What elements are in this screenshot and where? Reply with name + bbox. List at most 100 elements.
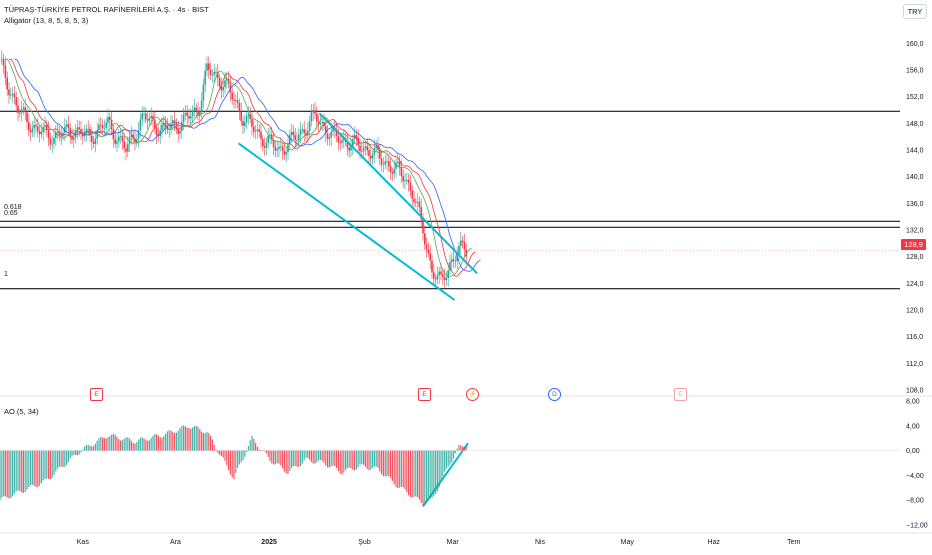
ao-bar	[366, 450, 368, 470]
candle-body	[404, 180, 406, 182]
candle-body	[157, 135, 160, 137]
candle-body	[146, 119, 149, 121]
ao-bar	[233, 450, 235, 480]
symbol-title[interactable]: TÜPRAŞ-TÜRKİYE PETROL RAFİNERİLERİ A.Ş. …	[4, 5, 209, 14]
ao-bar	[127, 437, 129, 451]
candle-body	[424, 233, 426, 245]
ao-bar	[174, 432, 176, 451]
alligator-jaw-line	[14, 58, 481, 272]
candle-body	[163, 122, 165, 125]
ao-bar	[426, 450, 428, 504]
earnings-icon[interactable]: E	[674, 388, 687, 401]
trendlines	[237, 112, 478, 508]
earnings-icon[interactable]: E	[90, 388, 103, 401]
ao-bar	[294, 450, 296, 466]
ao-bar	[39, 450, 41, 486]
candle-body	[152, 115, 154, 120]
ao-bar	[265, 450, 267, 454]
candle-body	[298, 134, 300, 141]
time-tick-label: 2025	[261, 539, 277, 546]
candle-body	[197, 110, 199, 116]
ao-bar	[69, 450, 71, 459]
ao-bar	[283, 450, 285, 472]
candle-body	[407, 179, 410, 183]
candle-body	[362, 147, 365, 152]
ao-bar	[267, 450, 269, 457]
time-tick-label: Şub	[358, 539, 371, 546]
ao-bar	[37, 450, 39, 488]
ao-bar	[346, 450, 348, 469]
candle-body	[290, 131, 293, 135]
candle-body	[361, 151, 363, 152]
alligator-legend[interactable]: Alligator (13, 8, 5, 8, 5, 3)	[4, 16, 89, 25]
candle-body	[240, 111, 242, 122]
ao-bar	[238, 450, 240, 465]
candle-body	[125, 148, 127, 152]
ao-bar	[271, 450, 273, 464]
grid	[0, 395, 932, 534]
ao-tick-label: 8,00	[906, 398, 920, 405]
candle-body	[411, 190, 413, 199]
ao-bar	[150, 438, 152, 451]
ao-bar	[357, 450, 359, 468]
ao-bar	[330, 450, 332, 467]
candle-body	[440, 271, 442, 275]
candle-body	[281, 146, 284, 151]
candle-body	[265, 142, 268, 148]
candle-body	[253, 126, 255, 132]
ao-axis[interactable]: 8,00 4,00 0,00 −4,00 −8,00 −12,00	[906, 398, 928, 529]
ao-bar	[244, 450, 246, 457]
candle-body	[114, 139, 116, 144]
candle-body	[182, 114, 185, 123]
candle-body	[164, 122, 167, 127]
candle-body	[83, 133, 86, 137]
ao-bar	[89, 445, 91, 451]
ao-bar	[399, 450, 401, 488]
ao-bar	[319, 450, 321, 460]
ao-bar	[269, 450, 271, 462]
earnings-icon[interactable]: E	[418, 388, 431, 401]
ao-bar	[415, 450, 417, 497]
candle-body	[346, 141, 349, 148]
candle-body	[350, 146, 352, 151]
ao-bar	[130, 440, 132, 451]
price-axis[interactable]: 160,0 156,0 152,0 148,0 144,0 140,0 136,0 132,0…	[906, 41, 924, 395]
candle-body	[139, 119, 142, 130]
time-axis[interactable]: Kas Ara 2025 Şub Mar Nis May Haz Tem	[77, 539, 801, 546]
ao-bar	[300, 450, 302, 467]
trendline	[318, 112, 478, 275]
ao-histogram	[0, 425, 900, 506]
ao-bar	[247, 446, 249, 451]
ao-legend[interactable]: AO (5, 34)	[4, 407, 39, 416]
ao-bar	[373, 450, 375, 467]
candle-body	[388, 161, 390, 167]
ao-bar	[111, 434, 113, 451]
ao-bar	[343, 450, 345, 473]
ao-bar	[309, 450, 311, 460]
ao-bar	[463, 447, 465, 451]
split-icon[interactable]: ⚡	[466, 388, 479, 401]
candle-body	[136, 139, 138, 143]
ao-bar	[465, 446, 467, 451]
currency-button[interactable]: TRY	[903, 4, 927, 19]
ao-bar	[19, 450, 21, 492]
candle-body	[308, 121, 311, 131]
ao-bar	[8, 450, 10, 499]
ao-bar	[382, 450, 384, 477]
candle-body	[116, 141, 118, 144]
ao-bar	[395, 450, 397, 488]
alligator-teeth-line	[9, 58, 476, 277]
candle-body	[28, 122, 30, 131]
ao-bar	[447, 450, 449, 467]
ao-bar	[190, 428, 192, 451]
candle-body	[148, 117, 151, 121]
ao-bar	[391, 450, 393, 481]
candle-body	[35, 124, 37, 127]
candle-body	[121, 136, 124, 142]
candle-body	[64, 126, 66, 133]
ao-bar	[325, 450, 327, 466]
dividend-icon[interactable]: D	[548, 388, 561, 401]
ao-bar	[0, 450, 1, 501]
ao-bar	[44, 450, 46, 480]
